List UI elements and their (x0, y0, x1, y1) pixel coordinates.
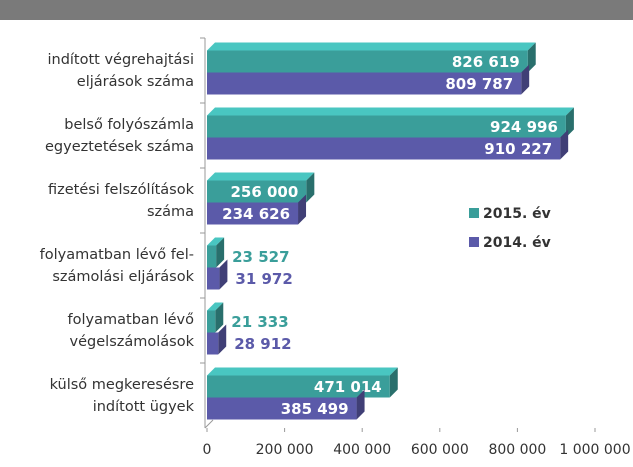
legend-label: 2014. év (483, 235, 551, 251)
bar (207, 115, 566, 138)
bar (207, 332, 219, 355)
bar (207, 180, 307, 203)
bar (207, 397, 357, 420)
bar-side (389, 367, 398, 398)
value-label: 234 626 (222, 205, 290, 223)
bar-side (298, 194, 307, 225)
bar-top (207, 172, 315, 181)
header-band (0, 0, 633, 20)
value-label: 385 499 (281, 400, 349, 418)
value-label: 256 000 (230, 183, 298, 201)
bar (207, 72, 522, 95)
value-label: 809 787 (445, 75, 513, 93)
x-tick-label: 800 000 (488, 442, 546, 458)
legend-swatch (469, 237, 479, 247)
value-label: 471 014 (314, 378, 382, 396)
x-axis-depth (204, 419, 214, 429)
x-tick-label: 0 (203, 442, 212, 458)
bar-side (527, 42, 536, 73)
category-label: folyamatban lévő végelszámolások (67, 311, 194, 350)
category-label: fizetési felszólítások száma (47, 181, 194, 220)
bar-top (207, 237, 225, 246)
category-label: folyamatban lévő fel- számolási eljáráso… (39, 246, 194, 285)
category-label: külső megkeresésre indított ügyek (49, 376, 194, 415)
bar (207, 202, 299, 225)
value-label: 924 996 (490, 118, 558, 136)
x-tick-label: 200 000 (256, 442, 314, 458)
bar-top (207, 107, 574, 116)
bar-side (219, 259, 228, 290)
legend-swatch (469, 208, 479, 218)
x-tick-label: 400 000 (333, 442, 391, 458)
value-label: 826 619 (452, 53, 520, 71)
bar (207, 137, 561, 160)
bar-side (356, 389, 365, 420)
bar-side (216, 237, 225, 268)
bar-side (560, 129, 569, 160)
bar-top (207, 42, 536, 51)
value-label: 21 333 (231, 313, 288, 331)
value-label: 23 527 (232, 248, 289, 266)
value-label: 910 227 (484, 140, 552, 158)
bar-top (207, 302, 224, 311)
x-tick-label: 600 000 (411, 442, 469, 458)
value-label: 28 912 (234, 335, 291, 353)
bar (207, 375, 390, 398)
bar-side (306, 172, 315, 203)
legend-label: 2015. év (483, 206, 551, 222)
bar-top (207, 367, 398, 376)
bar-side (215, 302, 224, 333)
category-label: belső folyószámla egyeztetések száma (45, 116, 194, 155)
bar (207, 50, 528, 73)
bar-side (521, 64, 530, 95)
x-tick-label: 1 000 000 (559, 442, 630, 458)
category-label: indított végrehajtási eljárások száma (47, 51, 194, 90)
bar (207, 245, 217, 268)
bar-side (218, 324, 227, 355)
bar (207, 267, 220, 290)
bar (207, 310, 216, 333)
value-label: 31 972 (235, 270, 292, 288)
